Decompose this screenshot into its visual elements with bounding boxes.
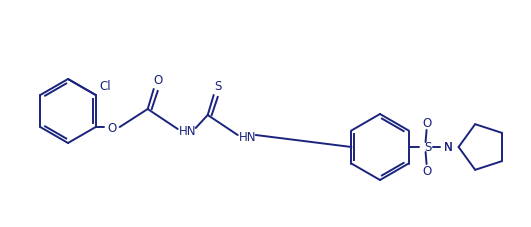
Text: O: O: [107, 121, 116, 134]
Text: S: S: [214, 79, 221, 92]
Text: Cl: Cl: [100, 79, 112, 92]
Text: O: O: [422, 165, 431, 178]
Text: HN: HN: [179, 125, 196, 138]
Text: HN: HN: [239, 131, 256, 144]
Text: O: O: [422, 117, 431, 130]
Text: N: N: [444, 141, 453, 154]
Text: N: N: [444, 141, 453, 154]
Text: O: O: [153, 73, 162, 86]
Text: S: S: [424, 141, 431, 154]
